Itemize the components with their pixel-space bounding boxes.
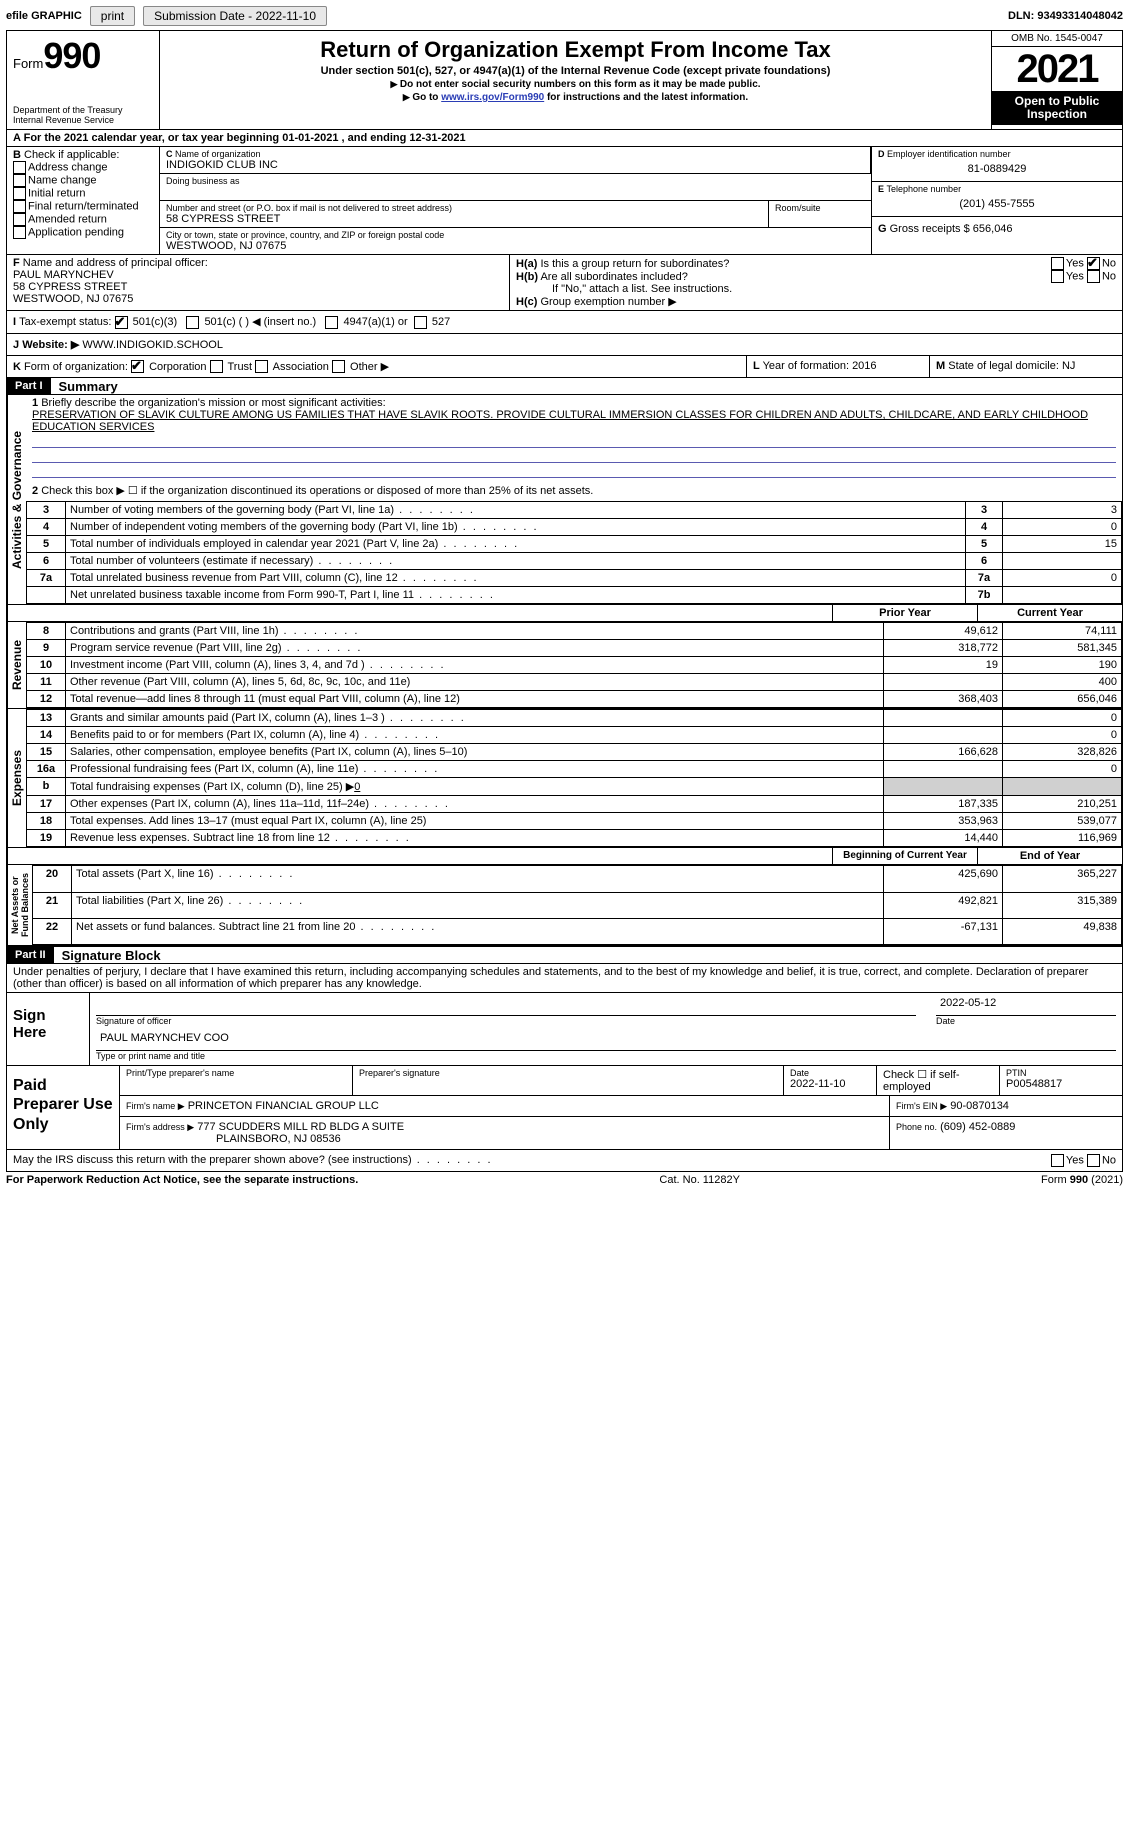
phone: (201) 455-7555 <box>878 194 1116 214</box>
ein: 81-0889429 <box>878 159 1116 179</box>
print-button[interactable]: print <box>90 6 135 26</box>
addr-change-checkbox[interactable] <box>13 161 26 174</box>
period-row: A For the 2021 calendar year, or tax yea… <box>6 129 1123 146</box>
tax-year: 2021 <box>992 47 1122 91</box>
ssn-note: Do not enter social security numbers on … <box>166 79 985 90</box>
4947-checkbox[interactable] <box>325 316 338 329</box>
domicile-state: NJ <box>1062 360 1075 372</box>
top-bar: efile GRAPHIC print Submission Date - 20… <box>6 6 1123 26</box>
revenue-section: Revenue 8Contributions and grants (Part … <box>6 622 1123 709</box>
submission-date-button[interactable]: Submission Date - 2022-11-10 <box>143 6 327 26</box>
527-checkbox[interactable] <box>414 316 427 329</box>
netassets-header-row: Beginning of Current Year End of Year <box>6 848 1123 865</box>
netassets-section: Net Assets or Fund Balances 20Total asse… <box>6 865 1123 946</box>
app-pending-checkbox[interactable] <box>13 226 26 239</box>
governance-table: 3Number of voting members of the governi… <box>26 501 1122 604</box>
activities-governance: Activities & Governance 1 Briefly descri… <box>6 395 1123 605</box>
open-public: Open to Public Inspection <box>992 91 1122 125</box>
trust-checkbox[interactable] <box>210 360 223 373</box>
firm-name: PRINCETON FINANCIAL GROUP LLC <box>188 1100 379 1112</box>
501c3-checkbox[interactable] <box>115 316 128 329</box>
form-title: Return of Organization Exempt From Incom… <box>166 37 985 63</box>
officer-name: PAUL MARYNCHEV <box>13 269 114 281</box>
sign-date: 2022-05-12 <box>936 997 1116 1016</box>
footer: For Paperwork Reduction Act Notice, see … <box>6 1174 1123 1186</box>
form-subtitle: Under section 501(c), 527, or 4947(a)(1)… <box>166 65 985 77</box>
hb-yes-checkbox[interactable] <box>1051 270 1064 283</box>
year-formed: 2016 <box>852 360 876 372</box>
discuss-yes-checkbox[interactable] <box>1051 1154 1064 1167</box>
other-checkbox[interactable] <box>332 360 345 373</box>
officer-signature-line[interactable] <box>96 997 916 1016</box>
expenses-section: Expenses 13Grants and similar amounts pa… <box>6 709 1123 848</box>
firm-ein: 90-0870134 <box>950 1100 1009 1112</box>
website: WWW.INDIGOKID.SCHOOL <box>82 339 223 351</box>
efile-label: efile GRAPHIC <box>6 10 82 22</box>
goto-note: Go to www.irs.gov/Form990 for instructio… <box>166 92 985 103</box>
part2-header: Part II Signature Block <box>6 946 1123 964</box>
part1-header: Part I Summary <box>6 377 1123 395</box>
assoc-checkbox[interactable] <box>255 360 268 373</box>
irs-link[interactable]: www.irs.gov/Form990 <box>441 92 544 103</box>
org-city: WESTWOOD, NJ 07675 <box>166 240 865 252</box>
firm-phone: (609) 452-0889 <box>940 1121 1015 1133</box>
perjury-text: Under penalties of perjury, I declare th… <box>6 964 1123 993</box>
form-header: Form990 Department of the Treasury Inter… <box>6 30 1123 129</box>
corp-checkbox[interactable] <box>131 360 144 373</box>
sign-here-block: Sign Here Signature of officer 2022-05-1… <box>6 993 1123 1066</box>
org-name: INDIGOKID CLUB INC <box>166 159 864 171</box>
org-address: 58 CYPRESS STREET <box>166 213 762 225</box>
hb-no-checkbox[interactable] <box>1087 270 1100 283</box>
discuss-no-checkbox[interactable] <box>1087 1154 1100 1167</box>
name-change-checkbox[interactable] <box>13 174 26 187</box>
amended-return-checkbox[interactable] <box>13 213 26 226</box>
gross-receipts: 656,046 <box>973 223 1013 235</box>
officer-block: F Name and address of principal officer:… <box>6 254 1123 310</box>
paid-preparer-block: Paid Preparer Use Only Print/Type prepar… <box>6 1066 1123 1150</box>
501c-checkbox[interactable] <box>186 316 199 329</box>
final-return-checkbox[interactable] <box>13 200 26 213</box>
ha-yes-checkbox[interactable] <box>1051 257 1064 270</box>
status-block: I Tax-exempt status: 501(c)(3) 501(c) ( … <box>6 310 1123 355</box>
dln: DLN: 93493314048042 <box>1008 10 1123 22</box>
discuss-row: May the IRS discuss this return with the… <box>6 1150 1123 1172</box>
officer-typed-name: PAUL MARYNCHEV COO <box>96 1032 1116 1051</box>
dept-treasury: Department of the Treasury <box>13 105 153 115</box>
irs-label: Internal Revenue Service <box>13 115 153 125</box>
mission-text: PRESERVATION OF SLAVIK CULTURE AMONG US … <box>32 409 1088 433</box>
omb-number: OMB No. 1545-0047 <box>992 31 1122 47</box>
identity-block: B Check if applicable: Address change Na… <box>6 146 1123 254</box>
initial-return-checkbox[interactable] <box>13 187 26 200</box>
ptin: P00548817 <box>1006 1078 1116 1090</box>
klm-block: K Form of organization: Corporation Trus… <box>6 355 1123 378</box>
year-header-row: Prior Year Current Year <box>6 605 1123 622</box>
ha-no-checkbox[interactable] <box>1087 257 1100 270</box>
